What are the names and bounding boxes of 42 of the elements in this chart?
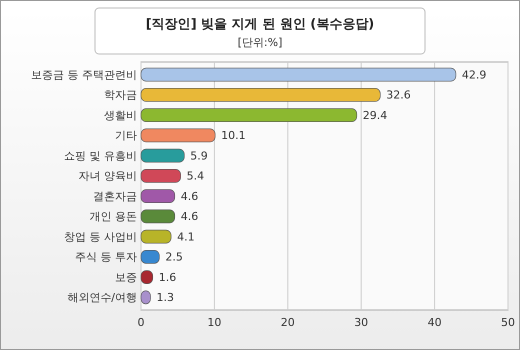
data-label: 1.3 [156, 291, 174, 304]
bar [140, 128, 216, 142]
data-label: 29.4 [362, 108, 388, 122]
y-tick-label: 주식 등 투자 [75, 250, 137, 264]
data-label: 2.5 [165, 250, 183, 264]
y-tick-label: 기타 [115, 129, 137, 142]
y-tick-label: 개인 용돈 [90, 210, 137, 224]
x-tick-label: 50 [501, 316, 515, 329]
y-tick-label: 보증 [115, 270, 137, 284]
x-tick-label: 10 [207, 316, 222, 329]
data-label: 4.6 [180, 190, 198, 203]
bar [140, 88, 381, 102]
y-tick-label: 해외연수/여행 [67, 291, 137, 304]
data-label: 1.6 [158, 270, 176, 284]
y-tick-label: 학자금 [104, 88, 137, 102]
bar [140, 68, 456, 82]
data-label: 32.6 [386, 88, 411, 102]
data-label: 10.1 [221, 129, 246, 142]
y-tick-label: 쇼핑 및 유흥비 [64, 149, 137, 162]
x-tick-label: 30 [354, 316, 368, 329]
bar [140, 148, 185, 163]
chart-title: [직장인] 빚을 지게 된 원인 (복수응답) [146, 17, 374, 32]
bar [140, 169, 181, 183]
data-label: 4.6 [180, 210, 198, 224]
x-tick-label: 40 [428, 316, 442, 329]
data-label: 42.9 [462, 68, 486, 82]
data-label: 4.1 [177, 230, 195, 244]
y-tick-label: 결혼자금 [93, 190, 137, 203]
data-label: 5.4 [186, 170, 204, 183]
x-tick-label: 0 [138, 316, 144, 329]
y-tick-label: 보증금 등 주택관련비 [31, 68, 137, 82]
bar [140, 250, 160, 264]
bar [140, 230, 172, 244]
y-tick-label: 생활비 [104, 108, 137, 122]
data-label: 5.9 [190, 149, 208, 162]
chart-subtitle: [단위:%] [238, 36, 282, 49]
bar [140, 209, 176, 224]
x-tick-label: 20 [280, 316, 295, 329]
bar [140, 108, 358, 122]
bar [140, 189, 176, 203]
y-tick-label: 자녀 양육비 [78, 170, 137, 183]
y-tick-label: 창업 등 사업비 [64, 230, 137, 244]
